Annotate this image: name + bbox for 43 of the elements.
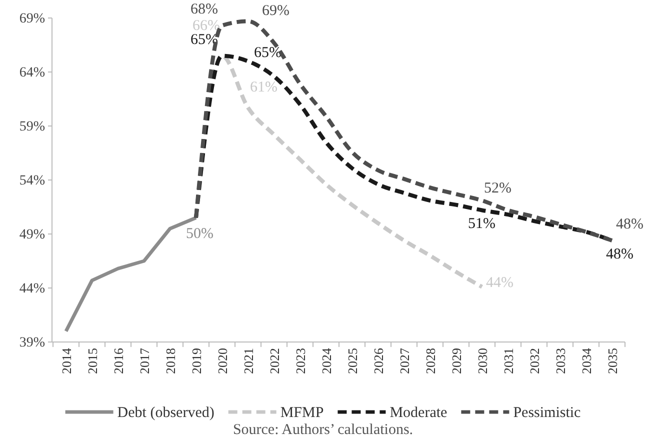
y-tick-label: 54%	[19, 173, 46, 188]
x-tick-label: 2018	[163, 348, 178, 374]
data-label: 52%	[484, 180, 512, 197]
y-tick-label: 64%	[19, 65, 46, 80]
x-tick-label: 2015	[85, 348, 100, 374]
x-tick-label: 2032	[527, 348, 542, 374]
x-tick-label: 2016	[111, 348, 126, 374]
y-tick-label: 59%	[19, 119, 46, 134]
x-tick-label: 2024	[319, 348, 334, 374]
source-note: Source: Authors’ calculations.	[232, 422, 414, 438]
legend-label: Pessimistic	[513, 405, 582, 421]
y-tick-label: 49%	[19, 227, 46, 242]
x-tick-label: 2017	[137, 348, 152, 374]
x-tick-label: 2020	[215, 348, 230, 374]
x-tick-label: 2031	[501, 348, 516, 374]
x-tick-label: 2030	[475, 348, 490, 374]
x-tick-label: 2027	[397, 348, 412, 374]
x-tick-label: 2026	[371, 348, 386, 374]
x-tick-label: 2014	[59, 348, 74, 374]
data-label: 50%	[186, 226, 214, 242]
x-tick-label: 2023	[293, 348, 308, 374]
y-tick-label: 44%	[19, 281, 46, 296]
legend-label: MFMP	[280, 405, 324, 421]
data-label: 51%	[468, 216, 496, 232]
y-tick-label: 69%	[19, 11, 46, 26]
x-tick-label: 2019	[189, 348, 204, 374]
data-label: 68%	[190, 2, 218, 18]
x-tick-label: 2028	[423, 348, 438, 374]
data-label: 65%	[190, 32, 218, 48]
x-tick-label: 2025	[345, 348, 360, 374]
data-label: 65%	[254, 45, 282, 62]
y-tick-label: 39%	[19, 335, 46, 350]
legend-label: Moderate	[390, 405, 448, 421]
x-tick-label: 2021	[241, 348, 256, 374]
x-tick-label: 2035	[605, 348, 620, 374]
data-label: 48%	[606, 246, 634, 262]
legend-label: Debt (observed)	[117, 405, 214, 421]
x-tick-label: 2033	[553, 348, 568, 374]
x-tick-label: 2022	[267, 348, 282, 374]
data-label: 69%	[262, 3, 290, 20]
x-tick-label: 2034	[579, 348, 594, 374]
data-label: 48%	[616, 216, 644, 232]
x-tick-label: 2029	[449, 348, 464, 374]
